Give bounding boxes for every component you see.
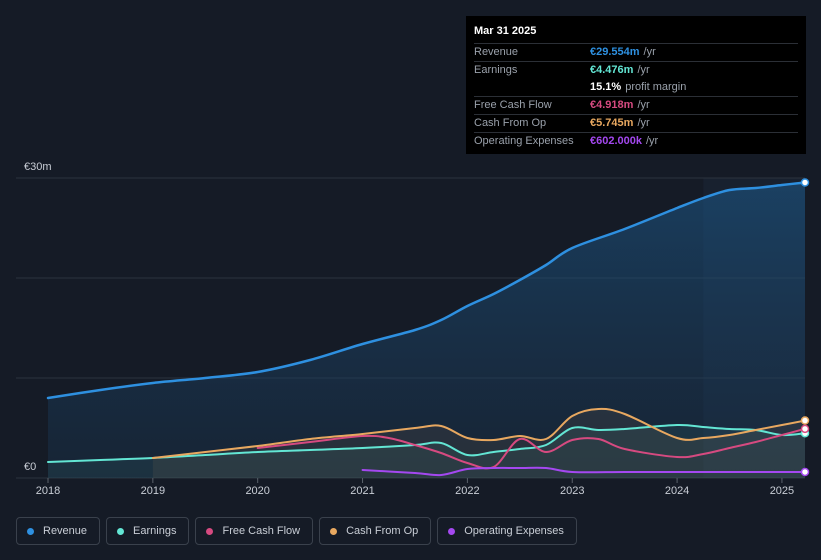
tooltip-row-cfo: Cash From Op €5.745m /yr: [474, 114, 798, 132]
tooltip-row-earnings: Earnings €4.476m /yr: [474, 61, 798, 79]
tooltip-row-opex: Operating Expenses €602.000k /yr: [474, 132, 798, 150]
tooltip-label: Cash From Op: [474, 117, 547, 129]
legend-item-free-cash-flow[interactable]: Free Cash Flow: [195, 517, 314, 545]
operating-expenses-line: [361, 466, 806, 477]
x-tick-label: 2018: [36, 485, 60, 497]
legend-dot-icon: [206, 527, 214, 535]
tooltip-unit: /yr: [637, 64, 650, 76]
legend-dot-icon: [448, 527, 456, 535]
revenue-line: [46, 181, 807, 400]
legend-item-revenue[interactable]: Revenue: [16, 517, 101, 545]
legend-label: Revenue: [43, 525, 88, 537]
x-tick-label: 2021: [350, 485, 374, 497]
x-tick-label: 2020: [245, 485, 269, 497]
tooltip-row-fcf: Free Cash Flow €4.918m /yr: [474, 96, 798, 114]
y-label-top: €30m: [24, 161, 52, 173]
tooltip-value: €602.000k: [590, 135, 642, 147]
legend-dot-icon: [117, 527, 125, 535]
x-tick-label: 2024: [665, 485, 689, 497]
cash-from-op-line: [151, 407, 806, 459]
x-tick-label: 2025: [770, 485, 794, 497]
tooltip-unit: /yr: [643, 46, 656, 58]
free-cash-flow-line: [256, 427, 806, 470]
earnings-line: [47, 423, 806, 463]
tooltip-label: Operating Expenses: [474, 135, 574, 147]
tooltip-unit: /yr: [637, 99, 650, 111]
legend-label: Cash From Op: [346, 525, 419, 537]
legend-label: Operating Expenses: [464, 525, 564, 537]
tooltip-date: Mar 31 2025: [474, 25, 537, 37]
tooltip-label: Earnings: [474, 64, 518, 76]
tooltip-unit: /yr: [646, 135, 659, 147]
tooltip-value: €4.476m: [590, 64, 634, 76]
tooltip-row-margin: 15.1% profit margin: [474, 79, 798, 96]
tooltip-label: [474, 79, 590, 96]
tooltip-unit: profit margin: [625, 81, 687, 93]
cash-from-op-area: [152, 408, 805, 478]
x-tick-label: 2019: [141, 485, 165, 497]
earnings-area: [48, 424, 805, 478]
tooltip-unit: /yr: [637, 117, 650, 129]
revenue-area: [48, 182, 805, 478]
y-label-bottom: €0: [24, 461, 36, 473]
tooltip-value: 15.1%: [590, 81, 622, 93]
legend-item-earnings[interactable]: Earnings: [106, 517, 190, 545]
tooltip-label: Free Cash Flow: [474, 99, 552, 111]
legend-dot-icon: [330, 527, 338, 535]
cash-from-op-end-marker: [800, 416, 810, 425]
tooltip-row-revenue: Revenue €29.554m /yr: [474, 43, 798, 61]
tooltip-value: €4.918m: [590, 99, 634, 111]
x-tick-label: 2023: [560, 485, 584, 497]
legend-label: Free Cash Flow: [222, 525, 301, 537]
tooltip-label: Revenue: [474, 46, 519, 58]
legend-label: Earnings: [133, 525, 177, 537]
tooltip-value: €5.745m: [590, 117, 634, 129]
revenue-end-marker: [800, 178, 810, 187]
legend: Revenue Earnings Free Cash Flow Cash Fro…: [16, 517, 577, 545]
x-tick-label: 2022: [455, 485, 479, 497]
tooltip: Mar 31 2025 Revenue €29.554m /yr Earning…: [466, 16, 806, 154]
operating-expenses-end-marker: [800, 467, 810, 477]
tooltip-value: €29.554m: [590, 46, 640, 58]
legend-item-operating-expenses[interactable]: Operating Expenses: [437, 517, 577, 545]
free-cash-flow-end-marker: [800, 424, 810, 434]
legend-item-cash-from-op[interactable]: Cash From Op: [319, 517, 432, 545]
legend-dot-icon: [27, 527, 34, 535]
